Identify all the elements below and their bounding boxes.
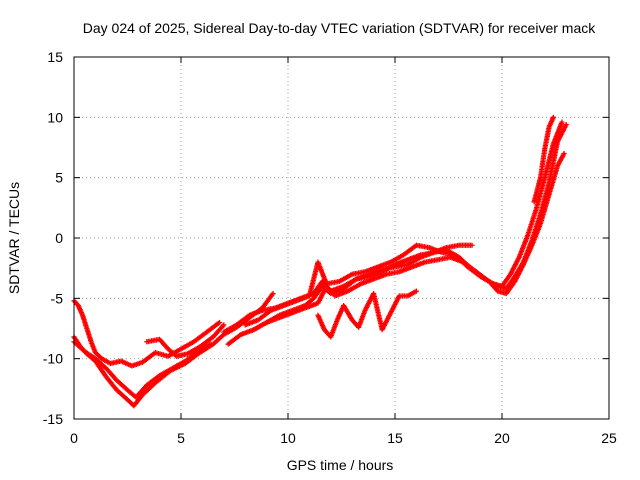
series-track-3: [71, 339, 214, 400]
x-tick-label: 15: [387, 430, 403, 446]
x-tick-label: 10: [280, 430, 296, 446]
y-tick-label: 15: [47, 49, 63, 65]
y-axis-label: SDTVAR / TECUs: [6, 182, 22, 294]
y-tick-label: 5: [55, 170, 63, 186]
y-tick-label: 10: [47, 109, 63, 125]
grid-lines: [74, 57, 609, 419]
data-point: [469, 242, 475, 248]
y-tick-label: -10: [43, 351, 63, 367]
axis-ticks: 0 5 10 15 20 25 -15 -10 -5 0 5 10 15: [43, 49, 617, 446]
x-axis-label: GPS time / hours: [287, 457, 394, 473]
data-point: [563, 121, 569, 128]
series-track-8: [251, 121, 569, 333]
y-tick-label: 0: [55, 230, 63, 246]
data-point: [221, 322, 227, 328]
data-point: [216, 319, 223, 326]
y-tick-label: -15: [43, 411, 63, 427]
series-track-9: [315, 288, 419, 340]
x-tick-label: 20: [494, 430, 510, 446]
x-tick-label: 25: [601, 430, 617, 446]
x-tick-label: 0: [70, 430, 78, 446]
data-point: [561, 150, 567, 157]
data-point: [208, 341, 214, 347]
data-point: [413, 288, 419, 294]
data-points: [71, 114, 569, 409]
chart-title: Day 024 of 2025, Sidereal Day-to-day VTE…: [83, 20, 596, 36]
series-track-10: [531, 114, 556, 205]
x-tick-label: 5: [177, 430, 185, 446]
series-track-4: [144, 322, 227, 359]
series-track-2: [71, 298, 223, 369]
data-point: [550, 114, 556, 120]
y-tick-label: -5: [51, 290, 64, 306]
data-point: [559, 119, 565, 125]
data-point: [270, 290, 276, 297]
